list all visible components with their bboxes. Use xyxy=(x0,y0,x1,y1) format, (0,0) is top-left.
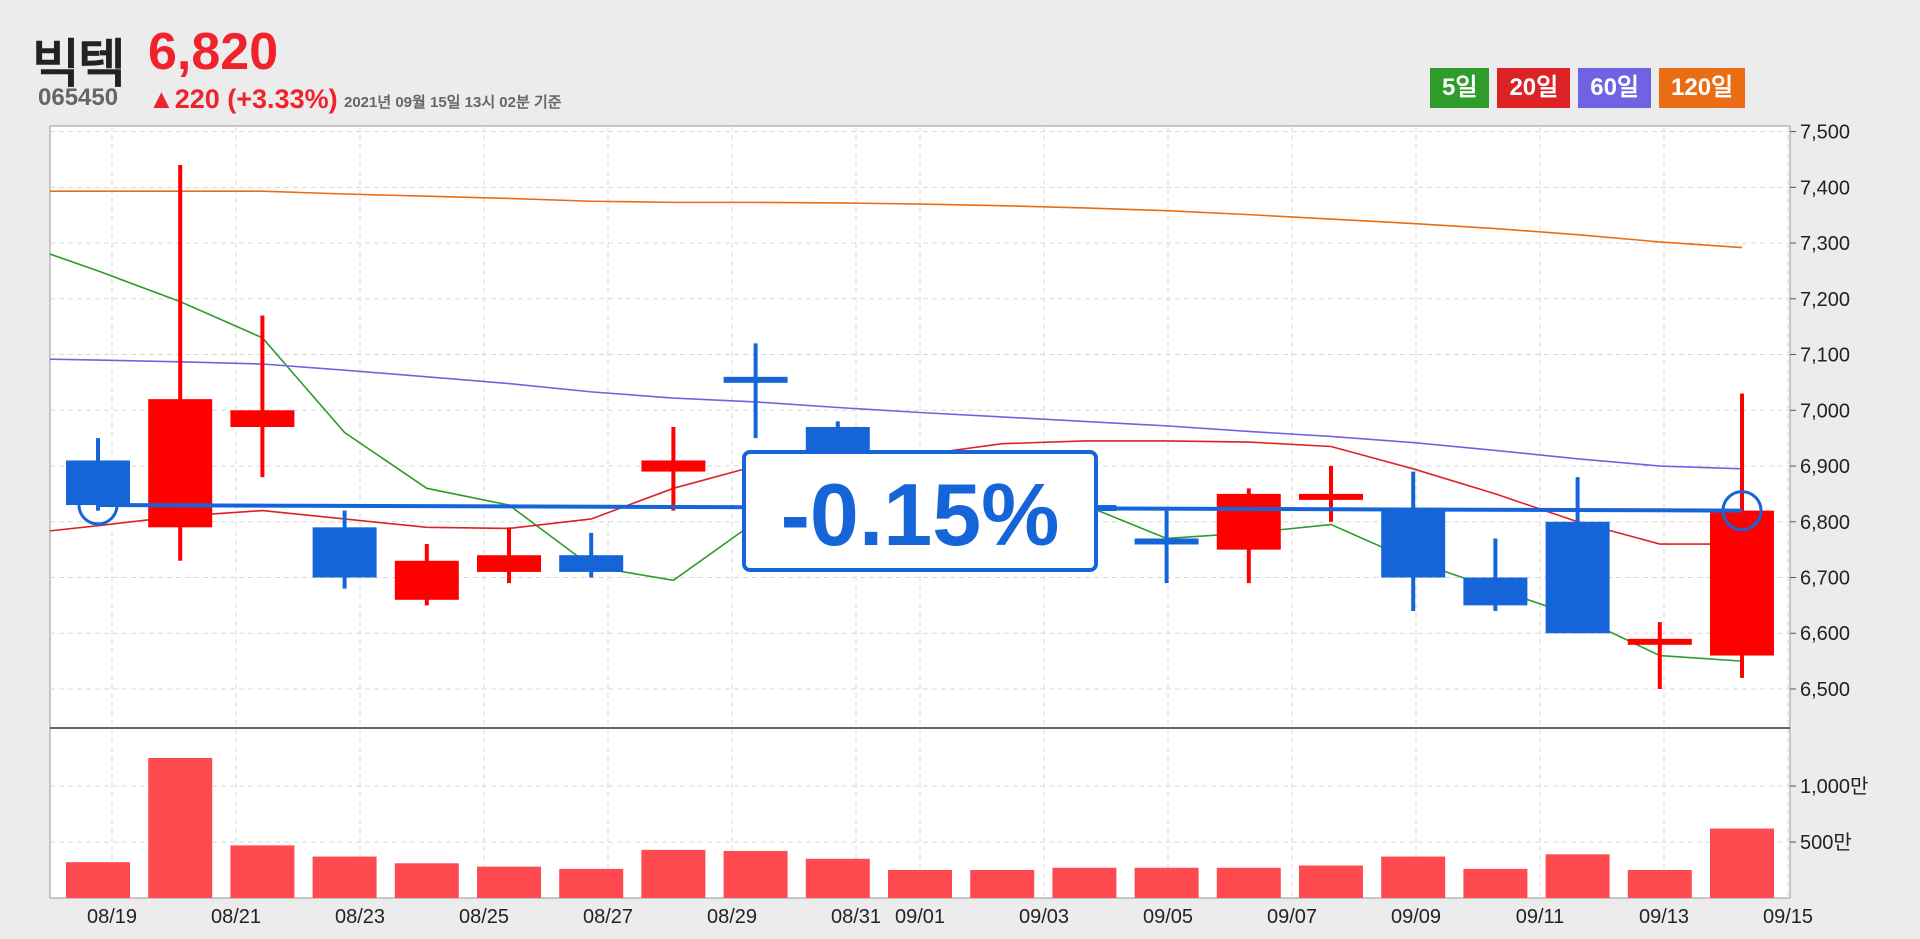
legend-ma60[interactable]: 60일 xyxy=(1578,68,1651,108)
ytick-label: 6,600 xyxy=(1800,623,1850,645)
ytick-label: 6,900 xyxy=(1800,456,1850,478)
candle-body xyxy=(1545,521,1610,634)
xtick-label: 08/29 xyxy=(707,906,757,928)
xtick-label: 08/19 xyxy=(87,906,137,928)
legend-ma120[interactable]: 120일 xyxy=(1659,68,1746,108)
ma-legend: 5일 20일 60일 120일 xyxy=(1430,68,1746,108)
xtick-label: 09/01 xyxy=(895,906,945,928)
price-change: ▲220 (+3.33%) xyxy=(148,84,338,114)
candle-body xyxy=(312,527,377,578)
candle-body xyxy=(148,399,213,528)
volume-bar xyxy=(970,870,1035,898)
xtick-label: 08/31 xyxy=(831,906,881,928)
candle-body xyxy=(394,560,459,600)
candle-body xyxy=(559,555,624,572)
volume-bar xyxy=(1463,868,1528,898)
volume-tick-label: 500만 xyxy=(1800,831,1852,854)
ytick-label: 6,700 xyxy=(1800,568,1850,590)
candle-body xyxy=(1463,577,1528,606)
volume-bar xyxy=(723,850,788,898)
ytick-label: 7,500 xyxy=(1800,122,1850,144)
xtick-label: 09/15 xyxy=(1763,906,1813,928)
volume-bar xyxy=(1134,867,1199,898)
timestamp: 2021년 09월 15일 13시 02분 기준 xyxy=(344,94,562,111)
candle-body xyxy=(1216,493,1281,550)
volume-bar xyxy=(148,758,213,898)
candle-body xyxy=(66,460,130,506)
xtick-label: 08/21 xyxy=(211,906,261,928)
xtick-label: 09/07 xyxy=(1267,906,1317,928)
candle-body xyxy=(1710,510,1774,656)
annotation-label: -0.15% xyxy=(781,465,1060,564)
end-marker xyxy=(1721,490,1763,532)
candle-body xyxy=(641,460,706,472)
volume-bar xyxy=(230,845,295,898)
ytick-label: 6,500 xyxy=(1800,679,1850,701)
ytick-label: 7,200 xyxy=(1800,289,1850,311)
volume-bar xyxy=(66,862,130,898)
xtick-label: 09/09 xyxy=(1391,906,1441,928)
candle-body xyxy=(1299,493,1363,500)
ytick-label: 6,800 xyxy=(1800,512,1850,534)
annotation-box xyxy=(742,450,1098,572)
volume-bar xyxy=(477,866,541,898)
xtick-label: 09/11 xyxy=(1516,906,1565,928)
volume-bar xyxy=(559,868,624,898)
volume-bar xyxy=(1052,867,1117,898)
stock-code: 065450 xyxy=(38,84,119,111)
volume-bar xyxy=(1545,854,1610,898)
volume-bar xyxy=(394,863,459,898)
candle-body xyxy=(1134,538,1199,545)
stock-name: 빅텍 xyxy=(32,36,126,94)
candle-body xyxy=(723,376,788,383)
current-price: 6,820 xyxy=(148,23,279,81)
ytick-label: 7,400 xyxy=(1800,177,1850,199)
volume-bar xyxy=(1381,856,1446,898)
volume-tick-label: 1,000만 xyxy=(1800,775,1868,798)
candle-body xyxy=(1627,638,1692,645)
xtick-label: 09/05 xyxy=(1143,906,1193,928)
ma-line-60일 xyxy=(49,358,1743,470)
volume-bar xyxy=(1216,867,1281,898)
xtick-label: 09/13 xyxy=(1639,906,1689,928)
legend-ma5[interactable]: 5일 xyxy=(1430,68,1490,108)
volume-bar xyxy=(1710,828,1774,898)
xtick-label: 09/03 xyxy=(1019,906,1069,928)
xtick-label: 08/27 xyxy=(583,906,633,928)
volume-bar xyxy=(312,856,377,898)
legend-ma20[interactable]: 20일 xyxy=(1497,68,1571,108)
volume-bar xyxy=(1299,865,1363,898)
candle-body xyxy=(230,410,295,427)
ytick-label: 7,300 xyxy=(1800,233,1850,255)
volume-bar xyxy=(641,849,706,898)
volume-bar xyxy=(888,870,952,898)
ma-line-120일 xyxy=(50,190,1743,249)
xtick-label: 08/25 xyxy=(459,906,509,928)
ytick-label: 7,000 xyxy=(1800,400,1850,422)
volume-bar xyxy=(805,858,870,898)
xtick-label: 08/23 xyxy=(335,906,385,928)
candle-body xyxy=(477,555,541,572)
candle-body xyxy=(1381,510,1446,578)
ytick-label: 7,100 xyxy=(1800,345,1850,367)
start-marker xyxy=(77,484,119,526)
volume-bar xyxy=(1627,870,1692,898)
